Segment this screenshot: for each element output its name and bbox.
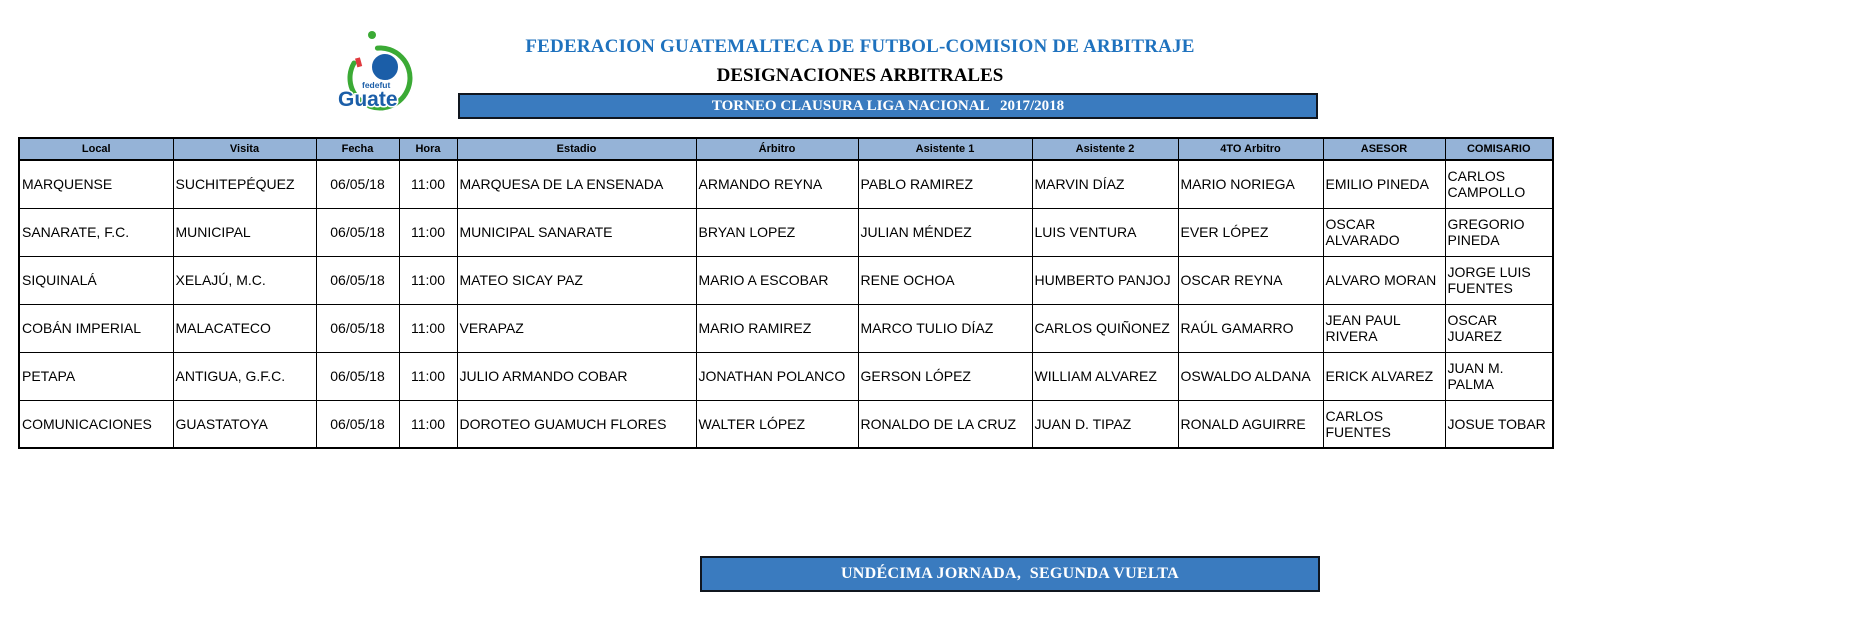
table-cell: JULIO ARMANDO COBAR xyxy=(456,351,697,401)
table-cell: MARIO RAMIREZ xyxy=(695,303,859,353)
table-cell: ALVARO MORAN xyxy=(1322,255,1446,305)
table-cell: OSWALDO ALDANA xyxy=(1177,351,1324,401)
table-cell: CARLOS FUENTES xyxy=(1322,399,1446,449)
table-cell: SANARATE, F.C. xyxy=(18,207,174,257)
guate-logo-icon: fedefut Guate xyxy=(337,31,413,113)
column-header-asistente2: Asistente 2 xyxy=(1031,137,1179,161)
table-cell: MARIO A ESCOBAR xyxy=(695,255,859,305)
table-row: SANARATE, F.C. MUNICIPAL 06/05/18 11:00 MUNI… xyxy=(18,207,1554,257)
table-cell: JORGE LUIS FUENTES xyxy=(1444,255,1554,305)
table-cell: ERICK ALVAREZ xyxy=(1322,351,1446,401)
tournament-banner: TORNEO CLAUSURA LIGA NACIONAL 2017/2018 xyxy=(458,93,1318,119)
table-cell: GUASTATOYA xyxy=(172,399,317,449)
designations-subtitle: DESIGNACIONES ARBITRALES xyxy=(716,65,1004,86)
table-cell: JOSUE TOBAR xyxy=(1444,399,1554,449)
svg-text:Guate: Guate xyxy=(338,88,398,111)
table-cell: 06/05/18 xyxy=(315,303,400,353)
column-header-fecha: Fecha xyxy=(315,137,400,161)
table-cell: MARVIN DÍAZ xyxy=(1031,159,1179,209)
table-cell: ARMANDO REYNA xyxy=(695,159,859,209)
table-cell: WALTER LÓPEZ xyxy=(695,399,859,449)
table-cell: JUAN D. TIPAZ xyxy=(1031,399,1179,449)
table-cell: DOROTEO GUAMUCH FLORES xyxy=(456,399,697,449)
federation-title: FEDERACION GUATEMALTECA DE FUTBOL-COMISI… xyxy=(525,36,1195,57)
table-cell: OSCAR REYNA xyxy=(1177,255,1324,305)
table-cell: MARQUESA DE LA ENSENADA xyxy=(456,159,697,209)
table-cell: HUMBERTO PANJOJ xyxy=(1031,255,1179,305)
table-cell: MARCO TULIO DÍAZ xyxy=(857,303,1033,353)
table-cell: WILLIAM ALVAREZ xyxy=(1031,351,1179,401)
table-row: MARQUENSE SUCHITEPÉQUEZ 06/05/18 11:00 MARQU… xyxy=(18,159,1554,209)
table-cell: 06/05/18 xyxy=(315,399,400,449)
table-cell: JEAN PAUL RIVERA xyxy=(1322,303,1446,353)
table-row: PETAPA ANTIGUA, G.F.C. 06/05/18 11:00 JULIO … xyxy=(18,351,1554,401)
column-header-hora: Hora xyxy=(398,137,458,161)
column-header-asesor: ASESOR xyxy=(1322,137,1446,161)
column-header-visita: Visita xyxy=(172,137,317,161)
table-cell: JUAN M. PALMA xyxy=(1444,351,1554,401)
table-cell: 11:00 xyxy=(398,255,458,305)
table-cell: PETAPA xyxy=(18,351,174,401)
table-cell: JONATHAN POLANCO xyxy=(695,351,859,401)
table-cell: SIQUINALÁ xyxy=(18,255,174,305)
table-row: COBÁN IMPERIAL MALACATECO 06/05/18 11:00 VER… xyxy=(18,303,1554,353)
column-header-comisario: COMISARIO xyxy=(1444,137,1554,161)
table-cell: RONALDO DE LA CRUZ xyxy=(857,399,1033,449)
table-cell: MATEO SICAY PAZ xyxy=(456,255,697,305)
table-cell: JULIAN MÉNDEZ xyxy=(857,207,1033,257)
table-cell: RENE OCHOA xyxy=(857,255,1033,305)
table-cell: 11:00 xyxy=(398,351,458,401)
table-cell: 11:00 xyxy=(398,159,458,209)
column-header-4to-arbitro: 4TO Arbitro xyxy=(1177,137,1324,161)
table-cell: VERAPAZ xyxy=(456,303,697,353)
table-cell: 06/05/18 xyxy=(315,207,400,257)
column-header-asistente1: Asistente 1 xyxy=(857,137,1033,161)
table-cell: 11:00 xyxy=(398,303,458,353)
table-cell: BRYAN LOPEZ xyxy=(695,207,859,257)
table-cell: 11:00 xyxy=(398,207,458,257)
table-cell: GREGORIO PINEDA xyxy=(1444,207,1554,257)
designations-table: Local Visita Fecha Hora Estadio Árbitro … xyxy=(18,137,1554,449)
fedefut-guate-logo: fedefut Guate xyxy=(336,24,420,116)
header-text: FEDERACION GUATEMALTECA DE FUTBOL-COMISI… xyxy=(0,36,1720,87)
table-cell: 06/05/18 xyxy=(315,351,400,401)
table-cell: RAÚL GAMARRO xyxy=(1177,303,1324,353)
table-cell: OSCAR ALVARADO xyxy=(1322,207,1446,257)
table-cell: CARLOS QUIÑONEZ xyxy=(1031,303,1179,353)
table-cell: EMILIO PINEDA xyxy=(1322,159,1446,209)
table-cell: MARQUENSE xyxy=(18,159,174,209)
svg-text:fedefut: fedefut xyxy=(362,80,391,90)
jornada-banner: UNDÉCIMA JORNADA, SEGUNDA VUELTA xyxy=(700,556,1320,592)
table-cell: MUNICIPAL SANARATE xyxy=(456,207,697,257)
table-cell: MARIO NORIEGA xyxy=(1177,159,1324,209)
table-cell: COBÁN IMPERIAL xyxy=(18,303,174,353)
table-cell: ANTIGUA, G.F.C. xyxy=(172,351,317,401)
table-cell: LUIS VENTURA xyxy=(1031,207,1179,257)
column-header-local: Local xyxy=(18,137,174,161)
table-cell: SUCHITEPÉQUEZ xyxy=(172,159,317,209)
table-cell: RONALD AGUIRRE xyxy=(1177,399,1324,449)
table-cell: GERSON LÓPEZ xyxy=(857,351,1033,401)
table-cell: COMUNICACIONES xyxy=(18,399,174,449)
table-row: COMUNICACIONES GUASTATOYA 06/05/18 11:00 DOR… xyxy=(18,399,1554,449)
table-cell: EVER LÓPEZ xyxy=(1177,207,1324,257)
table-cell: 06/05/18 xyxy=(315,255,400,305)
table-cell: MUNICIPAL xyxy=(172,207,317,257)
table-body: MARQUENSE SUCHITEPÉQUEZ 06/05/18 11:00 MARQU… xyxy=(18,159,1554,449)
table-cell: PABLO RAMIREZ xyxy=(857,159,1033,209)
column-header-estadio: Estadio xyxy=(456,137,697,161)
table-cell: 06/05/18 xyxy=(315,159,400,209)
table-cell: MALACATECO xyxy=(172,303,317,353)
table-cell: XELAJÚ, M.C. xyxy=(172,255,317,305)
table-row: SIQUINALÁ XELAJÚ, M.C. 06/05/18 11:00 MATEO … xyxy=(18,255,1554,305)
column-header-arbitro: Árbitro xyxy=(695,137,859,161)
table-cell: CARLOS CAMPOLLO xyxy=(1444,159,1554,209)
table-cell: OSCAR JUAREZ xyxy=(1444,303,1554,353)
table-cell: 11:00 xyxy=(398,399,458,449)
table-header-row: Local Visita Fecha Hora Estadio Árbitro … xyxy=(18,137,1554,161)
